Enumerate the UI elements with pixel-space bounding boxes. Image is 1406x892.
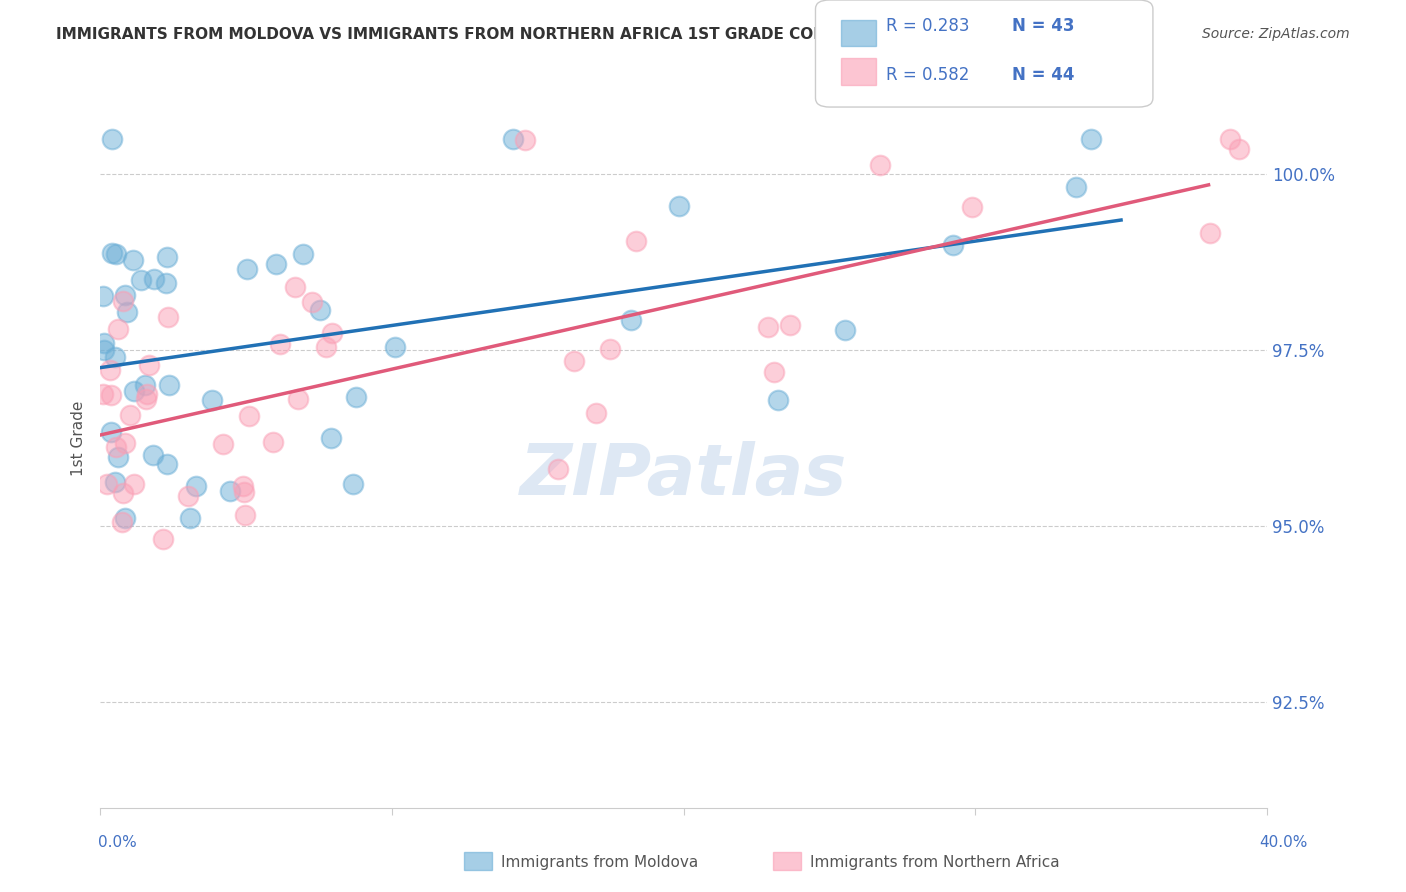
Point [142, 448, 165, 462]
Point [599, 342, 621, 356]
Point [308, 302, 330, 317]
Point [122, 253, 145, 268]
Text: Source: ZipAtlas.com: Source: ZipAtlas.com [1202, 27, 1350, 41]
Point [111, 516, 134, 530]
Point [384, 340, 406, 354]
Point [104, 475, 127, 489]
Point [232, 478, 254, 492]
Point [135, 392, 157, 407]
Point [233, 508, 256, 522]
Point [1219, 132, 1241, 146]
Point [156, 250, 179, 264]
Text: 40.0%: 40.0% [1260, 836, 1308, 850]
Point [96, 477, 118, 491]
Point [269, 337, 291, 351]
Point [287, 392, 309, 406]
Text: Immigrants from Northern Africa: Immigrants from Northern Africa [810, 855, 1060, 870]
Point [547, 461, 569, 475]
Point [766, 393, 789, 408]
Point [114, 288, 136, 302]
Point [624, 235, 647, 249]
Point [186, 479, 208, 493]
Point [762, 365, 785, 379]
Point [342, 477, 364, 491]
Point [156, 458, 179, 472]
Point [120, 408, 142, 422]
Point [124, 384, 146, 398]
Point [1080, 132, 1102, 146]
Point [131, 272, 153, 286]
Point [502, 132, 524, 146]
Point [668, 199, 690, 213]
Text: 0.0%: 0.0% [98, 836, 138, 850]
Point [301, 294, 323, 309]
Point [104, 440, 127, 454]
Text: R = 0.283: R = 0.283 [886, 17, 969, 35]
Point [585, 406, 607, 420]
Point [122, 477, 145, 491]
Point [114, 435, 136, 450]
Point [262, 435, 284, 450]
Point [869, 158, 891, 172]
Point [942, 238, 965, 252]
Point [212, 437, 235, 451]
Point [834, 323, 856, 337]
Text: R = 0.582: R = 0.582 [886, 66, 969, 84]
Point [93, 335, 115, 350]
Point [291, 247, 314, 261]
Point [321, 326, 343, 340]
Point [91, 288, 114, 302]
Point [219, 483, 242, 498]
Point [177, 489, 200, 503]
Point [143, 272, 166, 286]
Point [114, 511, 136, 525]
Point [779, 318, 801, 332]
Point [620, 313, 643, 327]
Point [107, 450, 129, 464]
Point [284, 280, 307, 294]
Point [104, 351, 127, 365]
Point [156, 310, 179, 325]
Point [155, 276, 177, 290]
Point [152, 532, 174, 546]
Text: IMMIGRANTS FROM MOLDOVA VS IMMIGRANTS FROM NORTHERN AFRICA 1ST GRADE CORRELATION: IMMIGRANTS FROM MOLDOVA VS IMMIGRANTS FR… [56, 27, 972, 42]
Point [238, 409, 260, 423]
Point [105, 247, 128, 261]
Point [115, 305, 138, 319]
Point [315, 340, 337, 354]
Point [1199, 226, 1222, 240]
Point [201, 393, 224, 408]
Point [100, 425, 122, 440]
Point [236, 262, 259, 277]
Point [562, 354, 585, 368]
Point [264, 257, 287, 271]
Point [93, 343, 115, 358]
Point [962, 200, 984, 214]
Point [756, 320, 779, 334]
Point [233, 485, 256, 500]
Point [344, 390, 367, 404]
Point [107, 322, 129, 336]
Point [101, 246, 124, 260]
Point [179, 511, 201, 525]
Point [1066, 180, 1088, 194]
Point [138, 358, 160, 372]
Point [91, 387, 114, 401]
Text: N = 44: N = 44 [1012, 66, 1074, 84]
Point [513, 133, 536, 147]
Point [111, 293, 134, 308]
Point [136, 387, 159, 401]
Point [134, 377, 156, 392]
Point [98, 362, 121, 376]
Point [100, 388, 122, 402]
Text: Immigrants from Moldova: Immigrants from Moldova [501, 855, 697, 870]
Point [157, 378, 180, 392]
Point [101, 132, 124, 146]
Point [111, 486, 134, 500]
Text: ZIPatlas: ZIPatlas [520, 441, 848, 509]
Point [321, 431, 343, 445]
Y-axis label: 1st Grade: 1st Grade [72, 401, 86, 475]
Point [1227, 142, 1250, 156]
Text: N = 43: N = 43 [1012, 17, 1074, 35]
